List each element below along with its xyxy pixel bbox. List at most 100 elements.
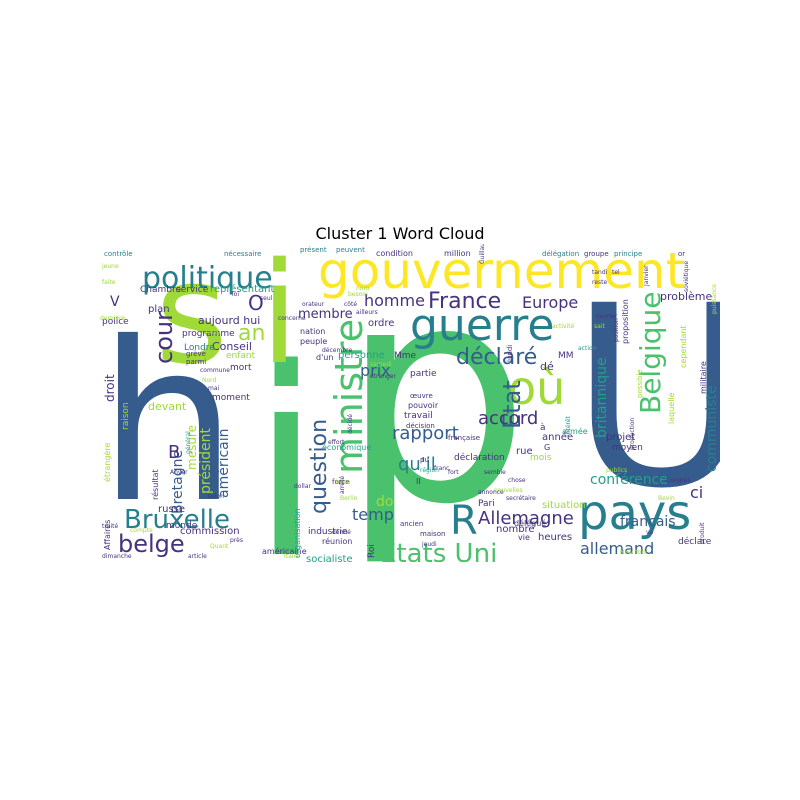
word: militaire — [699, 361, 708, 394]
word: qu'il — [398, 454, 436, 475]
word: français — [620, 514, 676, 530]
word: vie — [518, 533, 530, 542]
word: temp — [352, 505, 394, 524]
word: Conseil — [212, 340, 252, 353]
word: maison — [420, 530, 445, 538]
word: possible — [636, 369, 644, 398]
word: travail — [404, 411, 433, 421]
word: p — [340, 244, 530, 562]
word: Janvier — [643, 265, 650, 287]
word: dé — [540, 360, 554, 373]
word: besoin — [348, 291, 368, 298]
word: gouvernement — [318, 244, 685, 300]
word: mort — [230, 363, 252, 373]
word: produit — [699, 522, 706, 544]
word: selon — [208, 493, 224, 500]
word: monde — [166, 521, 198, 531]
word: situation — [542, 500, 586, 511]
word: Etats Uni — [380, 539, 497, 562]
word: semble — [484, 469, 506, 476]
word: proposition — [621, 299, 630, 344]
word: s — [155, 244, 228, 396]
word: ci — [690, 483, 703, 502]
word: force — [332, 478, 350, 486]
word: américaine — [262, 546, 307, 556]
word: Etat — [498, 380, 526, 429]
word: côté — [344, 301, 357, 308]
word: année — [542, 431, 573, 443]
word: tel — [612, 269, 620, 276]
word: action — [578, 345, 597, 352]
word: où — [508, 361, 565, 415]
word: police — [102, 317, 129, 327]
word: effort — [328, 439, 345, 446]
word: mesure — [185, 425, 199, 470]
word: œuvre — [410, 392, 433, 400]
word: position — [613, 318, 620, 342]
word: Italie — [284, 553, 299, 560]
word: cour — [150, 311, 178, 364]
word: d'un — [316, 353, 333, 362]
word: nation — [300, 327, 325, 336]
word: rapport — [392, 423, 459, 444]
word: base — [336, 479, 351, 486]
word: Allemagne — [478, 508, 574, 529]
word: raison — [121, 402, 131, 430]
word: pays — [578, 485, 691, 541]
word: devant — [148, 400, 187, 413]
word: condition — [376, 249, 413, 258]
word: allié — [208, 329, 221, 336]
word: jeudi — [421, 541, 437, 548]
word: jeune — [101, 263, 119, 270]
word: président — [198, 427, 214, 494]
word: décembre — [322, 347, 352, 354]
word: V — [110, 294, 120, 310]
word: étrangère — [102, 443, 112, 482]
word: chose — [508, 477, 526, 484]
word: reste — [592, 279, 608, 286]
word: orateur — [302, 301, 325, 308]
word: nouvelles — [494, 487, 523, 494]
word: déclaration — [454, 452, 505, 463]
word: dollar — [294, 483, 311, 490]
word: délégué — [514, 518, 546, 528]
word: secrétaire — [506, 495, 536, 502]
word: pouvoir — [408, 401, 439, 410]
word: ancien — [400, 520, 423, 528]
word: moment — [212, 393, 250, 403]
word: armée — [562, 426, 588, 436]
word: accord — [478, 408, 538, 429]
word: guerre — [410, 300, 554, 351]
word: programme — [182, 329, 235, 339]
word: Bruxelle — [124, 505, 230, 535]
word: article — [188, 553, 207, 560]
word: droit — [103, 374, 117, 402]
word: Chambre — [140, 285, 181, 295]
chart-title: Cluster 1 Word Cloud — [315, 224, 485, 243]
word: publics — [606, 467, 627, 474]
word: New York — [620, 549, 648, 556]
word: ailleurs — [356, 309, 378, 316]
word: aujourd hui — [198, 314, 260, 327]
word: mois — [530, 453, 552, 463]
word: Londre — [184, 343, 215, 353]
word: déclare — [678, 536, 712, 547]
word: U — [570, 252, 720, 543]
word: Mme — [394, 351, 417, 361]
word: Europe — [522, 293, 578, 312]
word: nom — [356, 285, 369, 292]
word: parmi — [186, 358, 206, 366]
word: traité — [102, 523, 119, 530]
word: France — [428, 289, 501, 314]
word: lundi — [506, 345, 514, 362]
word-cloud-canvas: h i p s i U gouvernement guerre pays pol… — [100, 244, 720, 562]
word: communiste — [704, 385, 720, 472]
word: représentant — [210, 283, 275, 295]
word: million — [444, 249, 471, 258]
word: projet — [606, 432, 635, 443]
word: Bretagne — [170, 450, 186, 514]
word: annonce — [478, 489, 504, 496]
word: présent — [300, 246, 327, 254]
word: dernière — [100, 315, 125, 322]
word: principe — [614, 250, 642, 258]
